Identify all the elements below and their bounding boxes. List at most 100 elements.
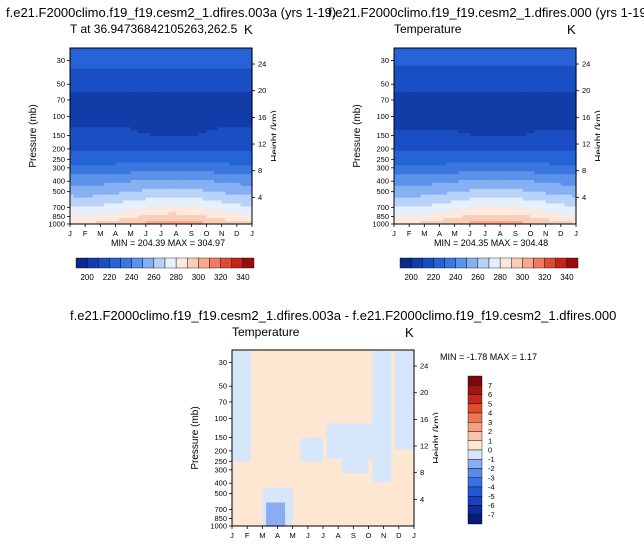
contour-cell — [447, 141, 452, 146]
contour-cell — [191, 130, 196, 134]
contour-cell — [439, 133, 444, 137]
contour-cell — [431, 133, 437, 137]
contour-cell — [473, 74, 479, 78]
contour-cell — [111, 127, 117, 131]
contour-cell — [157, 92, 162, 96]
contour-cell — [236, 59, 242, 64]
contour-cell — [458, 144, 463, 149]
contour-cell — [416, 144, 422, 149]
contour-cell — [225, 89, 230, 93]
contour-cell — [217, 94, 223, 99]
contour-cell — [244, 100, 249, 105]
contour-cell — [416, 212, 422, 216]
contour-cell — [515, 77, 520, 81]
contour-cell — [450, 112, 456, 117]
contour-cell — [130, 83, 136, 87]
contour-cell — [107, 136, 113, 140]
contour-cell — [405, 180, 410, 184]
contour-cell — [428, 200, 433, 205]
contour-cell — [111, 206, 117, 210]
contour-cell — [511, 144, 516, 149]
contour-cell — [107, 97, 113, 102]
contour-cell — [244, 156, 249, 161]
contour-cell — [126, 200, 132, 205]
contour-cell — [100, 77, 105, 81]
contour-cell — [123, 138, 128, 143]
contour-cell — [130, 59, 136, 64]
contour-cell — [100, 144, 105, 149]
contour-cell — [488, 68, 494, 73]
contour-cell — [149, 144, 155, 149]
contour-cell — [176, 118, 181, 122]
contour-cell — [458, 165, 463, 169]
contour-cell — [416, 209, 422, 213]
contour-cell — [100, 68, 105, 73]
contour-cell — [191, 221, 196, 225]
contour-cell — [485, 136, 490, 140]
contour-cell — [409, 68, 414, 73]
contour-cell — [233, 171, 238, 175]
contour-cell — [401, 168, 406, 172]
contour-cell — [397, 159, 403, 163]
contour-cell — [511, 159, 516, 163]
contour-cell — [100, 92, 105, 96]
contour-cell — [236, 215, 242, 219]
contour-cell — [439, 74, 444, 78]
contour-cell — [157, 194, 162, 199]
contour-cell — [428, 212, 433, 216]
contour-cell — [454, 86, 460, 90]
contour-cell — [236, 212, 242, 216]
contour-cell — [477, 106, 482, 111]
contour-cell — [431, 218, 437, 222]
contour-cell — [210, 121, 215, 125]
contour-cell — [466, 133, 471, 137]
contour-cell — [394, 68, 399, 73]
contour-cell — [183, 80, 189, 84]
contour-cell — [500, 171, 505, 175]
contour-cell — [488, 50, 494, 55]
contour-cell — [145, 94, 151, 99]
contour-cell — [107, 165, 113, 169]
contour-cell — [161, 121, 166, 125]
contour-cell — [130, 185, 136, 190]
contour-cell — [240, 133, 246, 137]
contour-cell — [198, 136, 204, 140]
contour-cell — [229, 127, 234, 131]
contour-cell — [172, 200, 177, 205]
contour-cell — [100, 180, 105, 184]
contour-cell — [469, 106, 475, 111]
contour-cell — [462, 156, 467, 161]
contour-cell — [492, 50, 497, 55]
contour-cell — [88, 121, 94, 125]
contour-cell — [405, 124, 410, 128]
contour-cell — [424, 218, 429, 222]
contour-cell — [111, 106, 117, 111]
contour-cell — [104, 48, 109, 52]
contour-cell — [115, 197, 120, 202]
contour-cell — [416, 77, 422, 81]
contour-cell — [515, 185, 520, 190]
contour-cell — [202, 177, 208, 181]
contour-cell — [126, 156, 132, 161]
contour-cell — [519, 138, 524, 143]
contour-cell — [92, 92, 98, 96]
contour-cell — [500, 188, 505, 193]
contour-cell — [394, 130, 399, 134]
contour-cell — [244, 180, 249, 184]
contour-cell — [481, 156, 486, 161]
contour-cell — [477, 165, 482, 169]
contour-cell — [134, 127, 139, 131]
contour-cell — [469, 94, 475, 99]
contour-cell — [401, 80, 406, 84]
contour-cell — [416, 118, 422, 122]
contour-cell — [179, 218, 185, 222]
contour-cell — [466, 209, 471, 213]
contour-cell — [92, 212, 98, 216]
contour-cell — [469, 144, 475, 149]
contour-cell — [401, 48, 406, 52]
contour-cell — [221, 215, 227, 219]
contour-cell — [142, 159, 147, 163]
contour-cell — [161, 171, 166, 175]
contour-cell — [130, 68, 136, 73]
contour-cell — [412, 103, 418, 108]
